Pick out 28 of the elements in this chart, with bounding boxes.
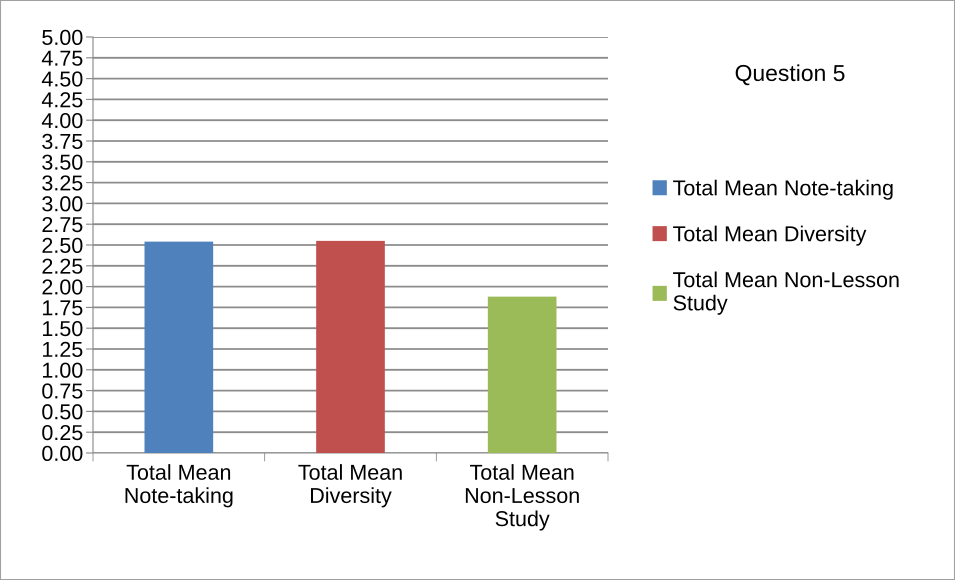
y-tick-label: 3.50 [42,154,82,170]
y-tick-label: 0.00 [42,446,82,462]
text: Question 5 [736,64,844,86]
y-tick-label: 3.25 [42,175,82,191]
y-tick-label: 1.75 [43,300,82,316]
y-tick-label: 4.00 [42,112,82,128]
y-tick-label: 3.00 [42,196,82,212]
y-tick-label: 4.50 [42,71,82,87]
y-tick-label: 2.25 [42,258,82,274]
x-tick-label: Total Mean Note-taking [126,464,232,508]
y-tick-label: 5.00 [42,30,82,46]
y-tick-label: 0.25 [42,424,82,440]
y-tick-label: 2.00 [42,279,82,295]
x-tick-label: Total Mean Diversity [298,464,402,508]
legend-label: Total Mean Note-taking [673,180,893,200]
legend-label: Total Mean Diversity [673,226,866,246]
y-tick-label: 4.75 [42,50,82,66]
y-tick-label: 1.00 [43,362,82,378]
legend-label: Total Mean Non-Lesson Study [673,272,899,315]
y-tick-label: 2.75 [42,216,82,232]
y-tick-label: 1.25 [43,342,82,358]
y-tick-label: 4.25 [42,92,82,108]
y-tick-label: 1.50 [43,320,82,336]
x-tick-label: Total Mean Non-Lesson Study [466,464,579,531]
y-tick-label: 0.75 [42,383,82,399]
y-tick-label: 0.50 [42,404,82,420]
y-tick-label: 2.50 [42,238,82,254]
y-tick-label: 3.75 [42,134,82,150]
